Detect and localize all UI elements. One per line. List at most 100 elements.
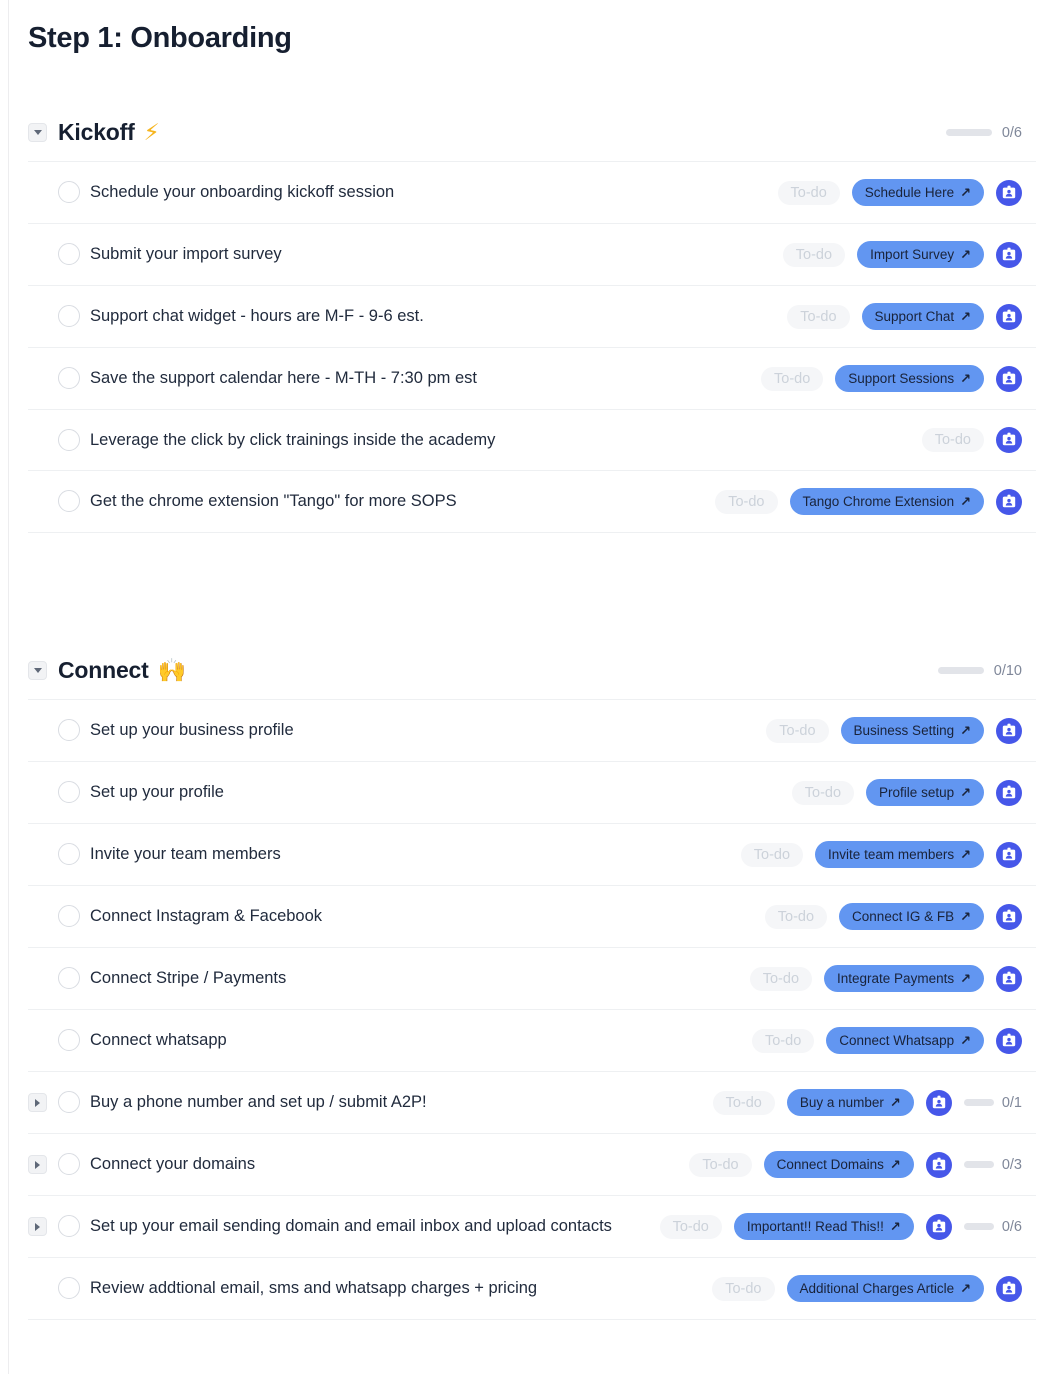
section-collapse-toggle[interactable] [28, 661, 47, 680]
task-expand-toggle[interactable] [28, 1155, 47, 1174]
task-link-label: Connect IG & FB [852, 909, 955, 924]
task-link-button[interactable]: Connect Whatsapp ↗ [826, 1027, 984, 1054]
status-badge: To-do [766, 718, 829, 743]
task-link-label: Schedule Here [864, 185, 955, 200]
task-link-button[interactable]: Integrate Payments ↗ [824, 965, 984, 992]
expand-toggle-slot [28, 1276, 58, 1279]
assignee-badge-icon[interactable] [996, 965, 1022, 992]
task-checkbox[interactable] [58, 781, 80, 803]
assignee-badge-icon[interactable] [996, 365, 1022, 392]
task-checkbox[interactable] [58, 905, 80, 927]
expand-toggle-slot [28, 304, 58, 307]
task-row-left: Schedule your onboarding kickoff session [28, 180, 766, 205]
section-title: Kickoff ⚡ [58, 119, 160, 146]
section-header: Kickoff ⚡ 0/6 [28, 119, 1036, 146]
triangle-right-icon [35, 1098, 40, 1107]
task-title: Set up your profile [90, 783, 224, 801]
task-row-left: Invite your team members [28, 842, 729, 867]
task-title: Review addtional email, sms and whatsapp… [90, 1279, 538, 1297]
task-checkbox[interactable] [58, 428, 80, 451]
assignee-badge-icon[interactable] [996, 1027, 1022, 1054]
assignee-badge-icon[interactable] [996, 841, 1022, 868]
task-checkbox[interactable] [58, 1153, 80, 1175]
external-link-arrow-icon: ↗ [889, 1219, 901, 1234]
section-collapse-toggle[interactable] [28, 123, 47, 142]
assignee-badge-svg [996, 365, 1022, 392]
task-checkbox[interactable] [58, 1215, 80, 1237]
task-row-left: Connect whatsapp [28, 1028, 740, 1053]
task-checkbox[interactable] [58, 843, 80, 865]
status-badge: To-do [749, 966, 813, 991]
task-row-right: To-do Business Setting ↗ [766, 717, 1022, 744]
task-checkbox[interactable] [58, 490, 80, 512]
assignee-badge-icon[interactable] [996, 179, 1022, 206]
task-row-right: To-do Integrate Payments ↗ [749, 965, 1022, 992]
task-link-button[interactable]: Tango Chrome Extension ↗ [789, 488, 984, 515]
task-title: Support chat widget - hours are M-F - 9-… [90, 307, 424, 325]
expand-toggle-slot [28, 966, 58, 969]
task-checkbox[interactable] [58, 1277, 80, 1299]
status-badge: To-do [689, 1152, 752, 1177]
assignee-badge-icon[interactable] [925, 1213, 952, 1240]
section-title: Connect 🙌 [58, 657, 186, 684]
task-row-left: Submit your import survey [28, 242, 771, 267]
assignee-badge-svg [996, 303, 1022, 330]
task-row-right: To-do Connect Domains ↗ 0/3 [689, 1151, 1022, 1178]
task-link-button[interactable]: Invite team members ↗ [815, 841, 984, 868]
task-checkbox[interactable] [58, 243, 80, 265]
task-title: Buy a phone number and set up / submit A… [90, 1093, 427, 1111]
assignee-badge-icon[interactable] [925, 1151, 952, 1178]
status-badge: To-do [712, 1276, 775, 1301]
task-checkbox[interactable] [58, 719, 80, 741]
assignee-badge-icon[interactable] [996, 488, 1022, 515]
task-title: Get the chrome extension "Tango" for mor… [90, 492, 457, 510]
task-checkbox[interactable] [58, 1091, 80, 1113]
task-row-right: To-do Tango Chrome Extension ↗ [715, 488, 1022, 515]
task-title: Connect whatsapp [90, 1031, 227, 1049]
task-checkbox[interactable] [58, 367, 80, 389]
assignee-badge-icon[interactable] [925, 1089, 952, 1116]
assignee-badge-svg [925, 1213, 952, 1240]
task-title: Invite your team members [90, 845, 281, 863]
task-link-button[interactable]: Profile setup ↗ [866, 779, 984, 806]
task-checkbox[interactable] [58, 181, 80, 203]
task-checkbox[interactable] [58, 305, 80, 327]
task-link-label: Connect Domains [776, 1157, 884, 1172]
assignee-badge-icon[interactable] [996, 241, 1022, 268]
sections-container: Kickoff ⚡ 0/6 Schedule your onboarding k… [28, 119, 1036, 1320]
task-title: Connect Stripe / Payments [90, 969, 287, 987]
task-link-button[interactable]: Connect IG & FB ↗ [839, 903, 984, 930]
assignee-badge-icon[interactable] [996, 717, 1022, 744]
status-badge: To-do [777, 180, 840, 205]
assignee-badge-icon[interactable] [996, 1275, 1022, 1302]
task-link-button[interactable]: Support Sessions ↗ [835, 365, 984, 392]
expand-toggle-slot [28, 718, 58, 721]
task-link-button[interactable]: Schedule Here ↗ [851, 179, 984, 206]
task-link-button[interactable]: Business Setting ↗ [840, 717, 984, 744]
task-link-button[interactable]: Buy a number ↗ [786, 1089, 914, 1116]
task-title: Submit your import survey [90, 245, 282, 263]
task-row-left: Save the support calendar here - M-TH - … [28, 366, 749, 391]
task-checkbox[interactable] [58, 967, 80, 989]
section: Connect 🙌 0/10 Set up your business prof… [28, 657, 1036, 1320]
assignee-badge-svg [996, 717, 1022, 744]
assignee-badge-icon[interactable] [996, 779, 1022, 806]
task-expand-toggle[interactable] [28, 1093, 47, 1112]
assignee-badge-icon[interactable] [996, 303, 1022, 330]
task-title: Set up your email sending domain and ema… [90, 1217, 612, 1235]
task-link-label: Connect Whatsapp [839, 1033, 955, 1048]
assignee-badge-icon[interactable] [996, 903, 1022, 930]
task-title: Schedule your onboarding kickoff session [90, 183, 395, 201]
task-link-button[interactable]: Connect Domains ↗ [763, 1151, 914, 1178]
triangle-down-icon [33, 668, 42, 673]
task-link-button[interactable]: Support Chat ↗ [861, 303, 984, 330]
assignee-badge-icon[interactable] [996, 427, 1022, 453]
task-link-button[interactable]: Additional Charges Article ↗ [786, 1275, 984, 1302]
external-link-arrow-icon: ↗ [960, 1281, 971, 1296]
task-expand-toggle[interactable] [28, 1217, 47, 1236]
task-row: Schedule your onboarding kickoff session… [28, 162, 1036, 224]
external-link-arrow-icon: ↗ [960, 1033, 971, 1048]
task-link-button[interactable]: Import Survey ↗ [857, 241, 984, 268]
task-checkbox[interactable] [58, 1029, 80, 1051]
task-link-button[interactable]: Important!! Read This!! ↗ [733, 1213, 914, 1240]
